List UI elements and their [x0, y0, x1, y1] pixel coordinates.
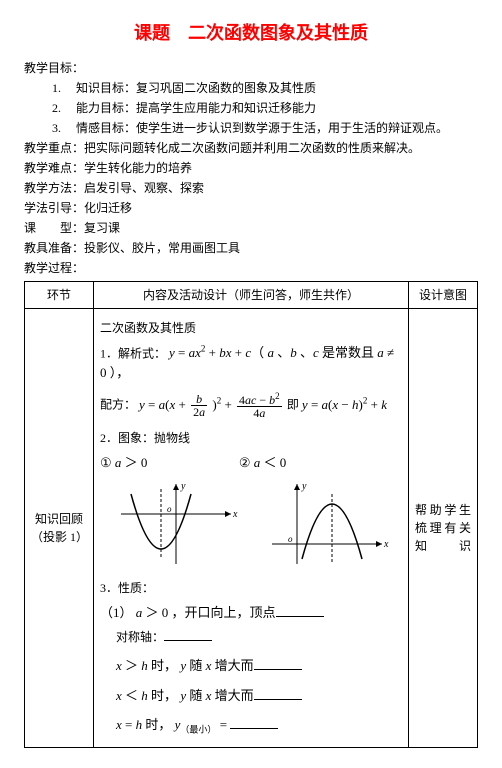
content-t7b: x ＜ h 时， y 随 x 增大而	[100, 686, 402, 706]
t1-prefix: 1．解析式：	[100, 346, 166, 360]
goal-1: 1. 知识目标：复习巩固二次函数的图象及其性质	[24, 79, 478, 97]
content-t3: 2．图象：抛物线	[100, 429, 402, 447]
method-text: 启发引导、观察、探索	[84, 181, 204, 195]
table-header-row: 环节 内容及活动设计（师生问答，师生共作） 设计意图	[25, 282, 478, 309]
th-content: 内容及活动设计（师生问答，师生共作）	[94, 282, 409, 309]
svg-text:x: x	[383, 539, 389, 550]
content-t0: 二次函数及其性质	[100, 319, 402, 337]
svg-text:x: x	[232, 509, 238, 520]
formula-3: y = a(x − h)2 + k	[302, 397, 387, 412]
lesson-table: 环节 内容及活动设计（师生问答，师生共作） 设计意图 知识回顾 （投影 1） 二…	[24, 281, 478, 748]
num-3: 3.	[52, 121, 61, 135]
t2-prefix: 配方：	[100, 398, 136, 412]
goal-2: 2. 能力目标：提高学生应用能力和知识迁移能力	[24, 99, 478, 117]
focus-label: 教学重点：	[24, 141, 84, 155]
blank-5	[230, 716, 278, 729]
intent-text: 帮助学生梳理有关知识	[415, 501, 471, 555]
svg-text:o: o	[167, 504, 172, 514]
content-t5: （1） a ＞ 0 ，开口向上，顶点	[100, 603, 402, 623]
page-title: 课题 二次函数图象及其性质	[24, 20, 478, 47]
cond2: ② a ＜ 0	[239, 453, 286, 473]
content-t4: 3．性质：	[100, 579, 402, 597]
blank-2	[164, 628, 212, 641]
cond1: ① a ＞ 0	[100, 453, 236, 473]
type-text: 复习课	[84, 221, 120, 235]
svg-text:o: o	[288, 534, 293, 544]
content-t8: x = h 时， y（最小） =	[100, 715, 402, 737]
num-1: 1.	[52, 81, 61, 95]
svg-text:y: y	[180, 481, 186, 492]
difficulty-text: 学生转化能力的培养	[84, 161, 192, 175]
cond-row: ① a ＞ 0 ② a ＜ 0	[100, 453, 402, 473]
goal-1-text: 知识目标：复习巩固二次函数的图象及其性质	[76, 81, 316, 95]
cell-stage: 知识回顾 （投影 1）	[25, 309, 94, 748]
t6-prefix: 对称轴：	[116, 630, 164, 644]
type-line: 课 型：复习课	[24, 219, 478, 237]
focus-line: 教学重点：把实际问题转化成二次函数问题并利用二次函数的性质来解决。	[24, 139, 478, 157]
graph-row: x y o x y o	[100, 479, 402, 569]
content-t1: 1．解析式： y = ax2 + bx + c（ a 、b 、c 是常数且 a …	[100, 343, 402, 382]
cell-intent: 帮助学生梳理有关知识	[409, 309, 478, 748]
goal-3: 3. 情感目标：使学生进一步认识到数学源于生活，用于生活的辩证观点。	[24, 119, 478, 137]
focus-text: 把实际问题转化成二次函数问题并利用二次函数的性质来解决。	[84, 141, 420, 155]
type-label: 课 型：	[24, 221, 84, 235]
xuefa-text: 化归迁移	[84, 201, 132, 215]
prep-text: 投影仪、胶片，常用画图工具	[84, 241, 240, 255]
goal-2-text: 能力目标：提高学生应用能力和知识迁移能力	[76, 101, 316, 115]
th-stage: 环节	[25, 282, 94, 309]
content-t2: 配方： y = a(x + b2a )2 + 4ac − b24a 即 y = …	[100, 392, 402, 419]
num-2: 2.	[52, 101, 61, 115]
difficulty-label: 教学难点：	[24, 161, 84, 175]
process-label: 教学过程：	[24, 259, 478, 277]
difficulty-line: 教学难点：学生转化能力的培养	[24, 159, 478, 177]
xuefa-label: 学法引导：	[24, 201, 84, 215]
t8-sub: （最小）	[180, 725, 216, 735]
blank-1	[276, 604, 324, 617]
prep-line: 教具准备：投影仪、胶片，常用画图工具	[24, 239, 478, 257]
xuefa-line: 学法引导：化归迁移	[24, 199, 478, 217]
stage-text: 知识回顾 （投影 1）	[31, 510, 87, 546]
t2-mid: 即	[287, 398, 302, 412]
parabola-down-graph: x y o	[262, 479, 392, 569]
goal-3-text: 情感目标：使学生进一步认识到数学源于生活，用于生活的辩证观点。	[76, 121, 448, 135]
formula-2: y = a(x + b2a )2 + 4ac − b24a	[139, 397, 287, 412]
goal-heading: 教学目标：	[24, 59, 478, 77]
prep-label: 教具准备：	[24, 241, 84, 255]
th-intent: 设计意图	[409, 282, 478, 309]
table-row: 知识回顾 （投影 1） 二次函数及其性质 1．解析式： y = ax2 + bx…	[25, 309, 478, 748]
method-label: 教学方法：	[24, 181, 84, 195]
content-t6: 对称轴：	[100, 628, 402, 646]
blank-4	[254, 687, 302, 700]
method-line: 教学方法：启发引导、观察、探索	[24, 179, 478, 197]
svg-text:y: y	[301, 481, 307, 492]
parabola-up-graph: x y o	[111, 479, 241, 569]
cell-content: 二次函数及其性质 1．解析式： y = ax2 + bx + c（ a 、b 、…	[94, 309, 409, 748]
content-t7a: x ＞ h 时， y 随 x 增大而	[100, 656, 402, 676]
blank-3	[254, 657, 302, 670]
